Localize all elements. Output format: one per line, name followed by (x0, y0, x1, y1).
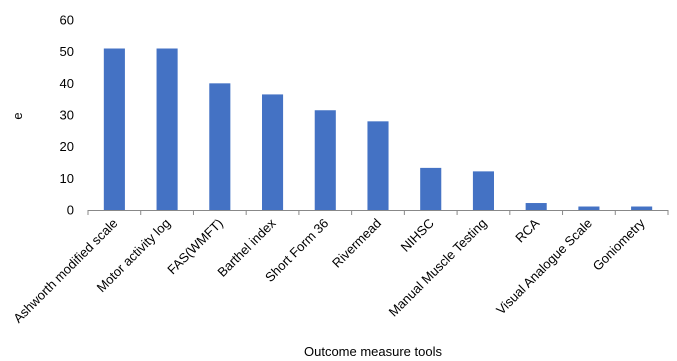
y-tick-label: 30 (60, 108, 74, 123)
x-axis-ticks (87, 210, 669, 215)
bars (103, 48, 653, 210)
bar (103, 48, 125, 210)
bar (631, 206, 653, 210)
bar (209, 83, 231, 210)
bar (578, 206, 600, 210)
x-category-label: Ashworth modified scale (10, 216, 120, 326)
bar (525, 203, 547, 210)
y-axis-title: e (10, 112, 25, 119)
y-tick-label: 40 (60, 76, 74, 91)
bar (472, 171, 494, 210)
bar (262, 94, 284, 210)
y-tick-label: 10 (60, 171, 74, 186)
x-category-label: Visual Analogue Scale (493, 216, 595, 318)
x-category-label: Rivermead (329, 216, 384, 271)
y-tick-label: 50 (60, 44, 74, 59)
y-tick-label: 20 (60, 139, 74, 154)
bar (420, 167, 442, 210)
x-axis-title: Outcome measure tools (304, 344, 443, 359)
bar (314, 110, 336, 210)
bar (156, 48, 178, 210)
y-axis-ticks: 0 10 20 30 40 50 60 (60, 13, 74, 218)
x-category-label: Goniometry (590, 215, 648, 273)
y-tick-label: 0 (67, 203, 74, 218)
bar (367, 121, 389, 210)
x-category-label: NIHSC (398, 216, 437, 255)
y-tick-label: 60 (60, 13, 74, 28)
x-category-label: Manual Muscle Testing (386, 216, 490, 320)
x-category-label: RCA (512, 215, 542, 245)
